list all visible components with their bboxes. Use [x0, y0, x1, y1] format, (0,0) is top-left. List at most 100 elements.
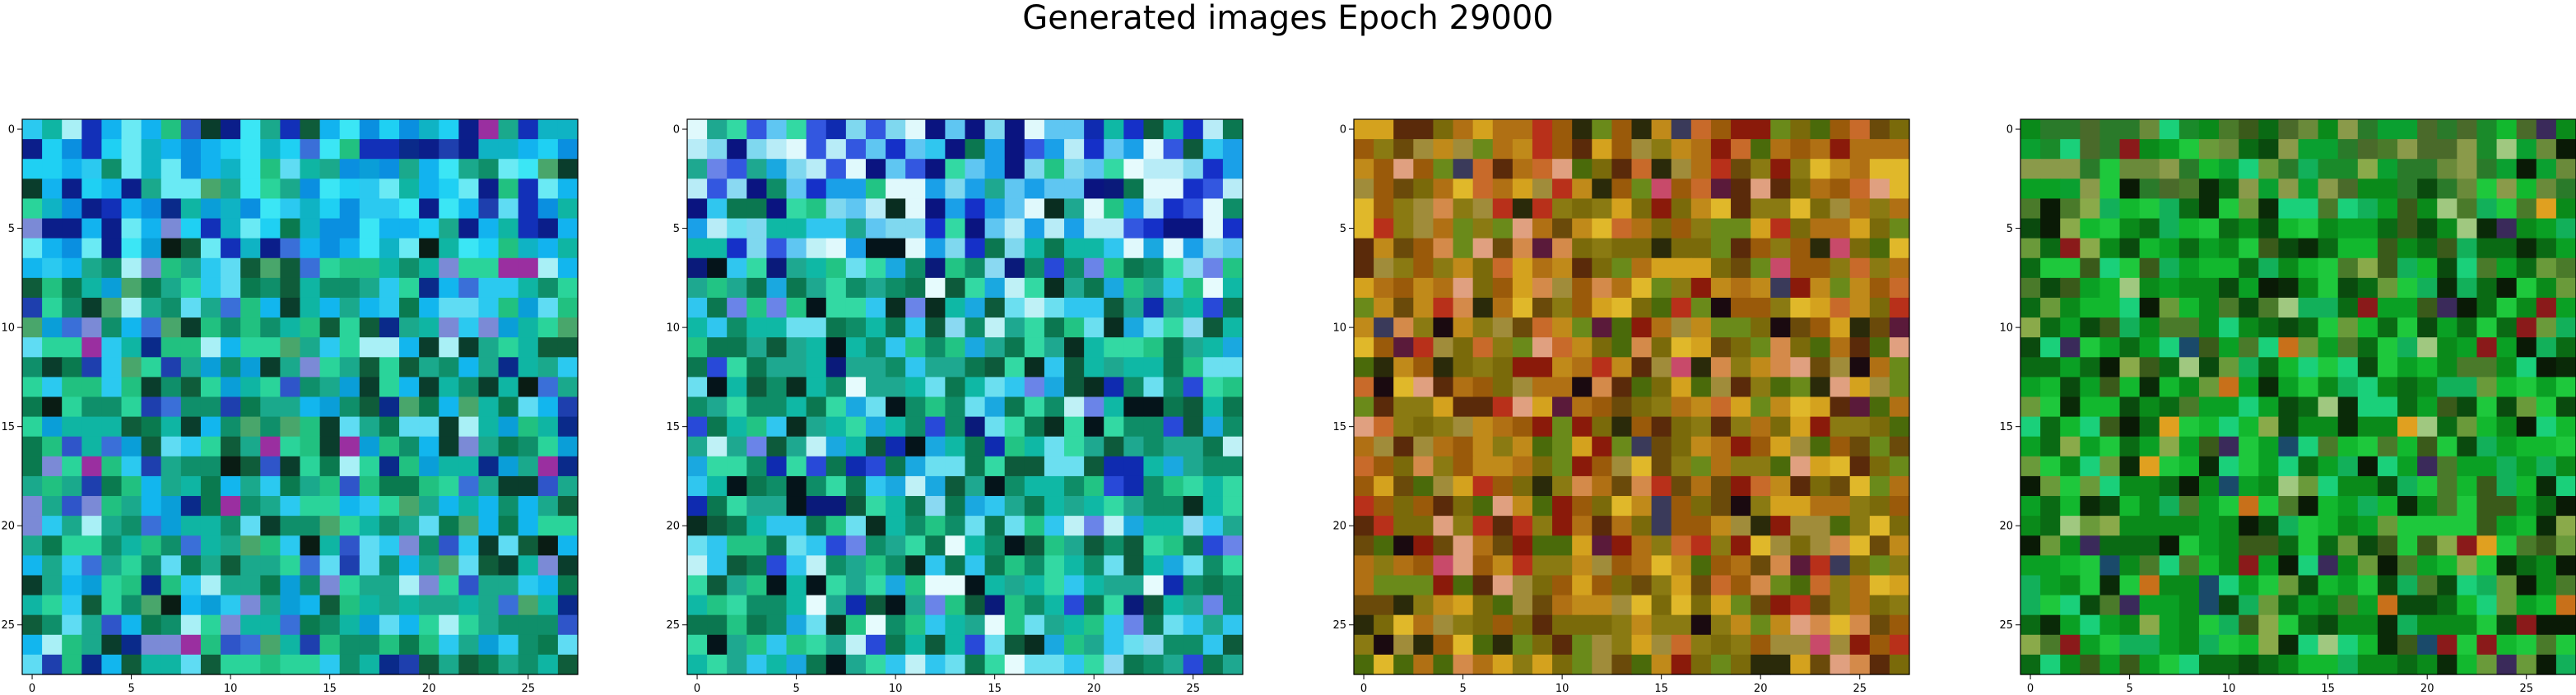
pixel-cell [121, 416, 142, 438]
pixel-cell [557, 257, 579, 279]
pixel-cell [984, 119, 1006, 140]
pixel-cell [687, 119, 708, 140]
pixel-cell [984, 654, 1006, 675]
pixel-cell [2099, 475, 2121, 497]
pixel-cell [478, 436, 500, 457]
pixel-cell [2377, 595, 2398, 616]
pixel-cell [1592, 139, 1612, 160]
pixel-cell [1532, 516, 1553, 536]
pixel-cell [399, 654, 420, 675]
pixel-cell [2219, 475, 2239, 497]
pixel-cell [2060, 257, 2081, 279]
pixel-cell [2080, 277, 2101, 299]
pixel-cell [478, 634, 500, 656]
pixel-cell [160, 317, 182, 338]
pixel-cell [1572, 436, 1593, 457]
pixel-cell [2437, 178, 2457, 200]
pixel-cell [1433, 614, 1454, 636]
pixel-cell [81, 297, 103, 318]
pixel-cell [1869, 575, 1890, 596]
pixel-cell [845, 654, 867, 675]
pixel-cell [925, 119, 946, 140]
pixel-cell [1810, 614, 1831, 636]
pixel-cell [359, 634, 380, 656]
pixel-cell [865, 139, 886, 160]
pixel-cell [886, 595, 906, 616]
pixel-cell [537, 595, 559, 616]
pixel-cell [2258, 496, 2279, 517]
pixel-cell [518, 159, 539, 179]
pixel-cell [825, 178, 847, 200]
pixel-cell [2219, 575, 2239, 596]
pixel-cell [1064, 396, 1085, 418]
pixel-cell [221, 119, 241, 140]
pixel-cell [945, 614, 966, 636]
pixel-cell [1492, 377, 1514, 398]
pixel-cell [2239, 456, 2259, 477]
pixel-cell [240, 654, 261, 675]
pixel-cell [1104, 396, 1124, 418]
pixel-cell [1024, 198, 1045, 220]
pixel-cell [1183, 496, 1204, 517]
pixel-cell [2080, 178, 2101, 200]
pixel-cell [160, 654, 182, 675]
pixel-cell [965, 516, 986, 536]
pixel-cell [1222, 595, 1244, 616]
pixel-cell [2298, 297, 2319, 318]
pixel-cell [2080, 317, 2101, 338]
pixel-cell [240, 614, 261, 636]
pixel-cell [1413, 377, 1434, 398]
pixel-cell [260, 238, 281, 259]
pixel-cell [1889, 516, 1910, 536]
pixel-cell [1532, 436, 1553, 457]
pixel-cell [478, 238, 500, 259]
pixel-cell [845, 198, 867, 220]
pixel-cell [1651, 337, 1672, 358]
pixel-cell [746, 436, 768, 457]
pixel-cell [518, 178, 539, 200]
pixel-cell [707, 218, 728, 239]
pixel-cell [1163, 337, 1184, 358]
pixel-cell [2397, 416, 2418, 438]
pixel-cell [905, 257, 926, 279]
pixel-cell [1611, 614, 1633, 636]
pixel-cell [1433, 496, 1454, 517]
pixel-cell [101, 277, 123, 299]
pixel-cell [2099, 218, 2121, 239]
pixel-cell [22, 436, 43, 457]
pixel-cell [1004, 475, 1025, 497]
pixel-cell [1453, 277, 1474, 299]
pixel-cell [2178, 535, 2200, 556]
pixel-cell [2516, 516, 2537, 536]
pixel-cell [1084, 377, 1104, 398]
pixel-cell [2020, 178, 2041, 200]
pixel-cell [22, 416, 43, 438]
pixel-cell [2298, 575, 2319, 596]
pixel-cell [2457, 198, 2478, 220]
pixel-cell [1222, 277, 1244, 299]
pixel-cell [2318, 357, 2339, 378]
pixel-cell [1104, 139, 1124, 160]
pixel-cell [825, 119, 847, 140]
pixel-cell [1671, 178, 1692, 200]
pixel-cell [1024, 218, 1045, 239]
pixel-cell [1104, 238, 1124, 259]
pixel-cell [319, 139, 341, 160]
pixel-cell [1044, 416, 1065, 438]
pixel-cell [2258, 595, 2279, 616]
pixel-cell [81, 238, 103, 259]
pixel-cell [2119, 238, 2141, 259]
pixel-cell [1004, 575, 1025, 596]
pixel-cell [2060, 496, 2081, 517]
pixel-cell [905, 297, 926, 318]
pixel-cell [1202, 416, 1224, 438]
pixel-cell [766, 396, 788, 418]
pixel-cell [984, 634, 1006, 656]
pixel-cell [1751, 198, 1771, 220]
pixel-cell [1572, 516, 1593, 536]
pixel-cell [1163, 634, 1184, 656]
pixel-cell [557, 416, 579, 438]
pixel-cell [2159, 257, 2180, 279]
pixel-cell [1532, 198, 1553, 220]
pixel-cell [160, 496, 182, 517]
